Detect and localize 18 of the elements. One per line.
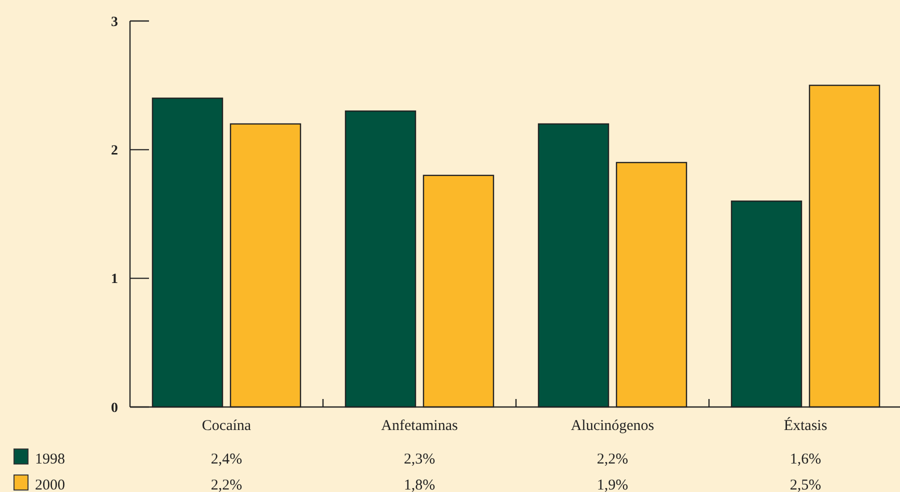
x-tick-label: Anfetaminas: [381, 418, 458, 434]
y-tick-label: 3: [111, 14, 118, 30]
data-label: 2,4%: [210, 451, 242, 468]
x-tick-label: Éxtasis: [784, 417, 828, 434]
y-tick-label: 0: [111, 400, 118, 416]
data-label: 1,6%: [790, 451, 822, 468]
data-label: 2,3%: [404, 451, 436, 468]
data-label: 1,9%: [596, 477, 628, 492]
data-label: 2,5%: [790, 477, 822, 492]
x-tick-label: Alucinógenos: [570, 418, 654, 434]
legend-label: 1998: [35, 451, 65, 468]
data-label: 2,2%: [596, 451, 628, 468]
x-tick-label: Cocaína: [202, 418, 252, 434]
legend-label: 2000: [35, 477, 65, 492]
y-tick-label: 2: [111, 144, 118, 159]
data-label: 2,2%: [210, 477, 242, 492]
y-tick-label: 1: [111, 272, 118, 288]
data-label: 1,8%: [404, 477, 436, 492]
